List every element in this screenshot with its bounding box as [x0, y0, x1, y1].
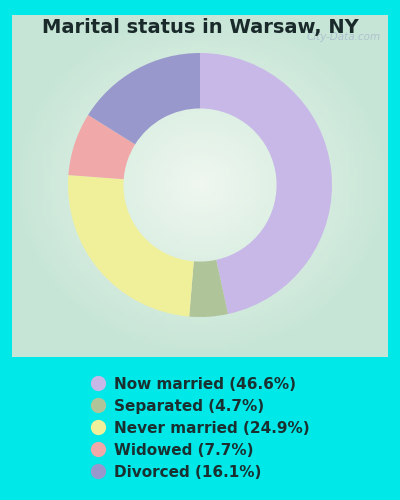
Wedge shape	[88, 53, 200, 144]
Wedge shape	[68, 115, 135, 179]
Wedge shape	[68, 175, 194, 316]
Legend: Now married (46.6%), Separated (4.7%), Never married (24.9%), Widowed (7.7%), Di: Now married (46.6%), Separated (4.7%), N…	[86, 372, 314, 485]
Text: City-Data.com: City-Data.com	[306, 32, 380, 42]
Wedge shape	[189, 260, 228, 317]
Wedge shape	[200, 53, 332, 314]
Text: Marital status in Warsaw, NY: Marital status in Warsaw, NY	[42, 18, 358, 36]
